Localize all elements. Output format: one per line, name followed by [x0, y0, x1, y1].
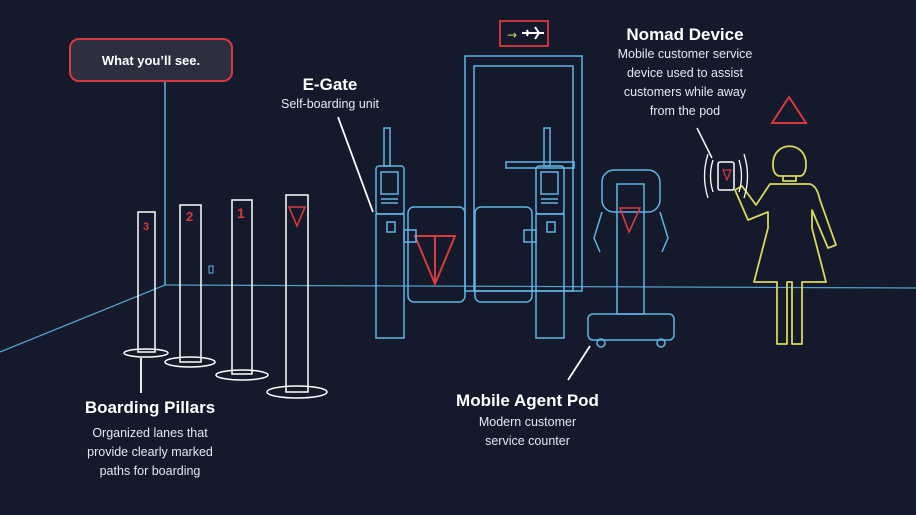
pod-desc-line-2: service counter: [485, 434, 570, 448]
pod-desc-line-1: Modern customer: [478, 415, 577, 429]
nomad-desc-line-1: Mobile customer service: [617, 47, 753, 61]
pillars-title: Boarding Pillars: [84, 398, 216, 417]
pillar-number-2: 2: [186, 209, 193, 224]
pillars-desc-line-3: paths for boarding: [99, 464, 201, 478]
nomad-phone-icon: [703, 153, 749, 199]
egate-desc: Self-boarding unit: [281, 97, 379, 111]
callout-text: What you’ll see.: [101, 52, 201, 68]
egate-right-unit: [523, 127, 565, 339]
egate-pointer-line: [337, 116, 374, 213]
pod-title: Mobile Agent Pod: [456, 391, 599, 410]
nomad-desc-line-4: from the pod: [649, 104, 721, 118]
nomad-title: Nomad Device: [626, 25, 744, 44]
egate-left-unit: [375, 127, 417, 339]
pod-label: Mobile Agent Pod Modern customer service…: [445, 391, 610, 451]
wall-outlet: [208, 265, 214, 274]
door-handrail: [505, 161, 575, 169]
pillars-label: Boarding Pillars Organized lanes that pr…: [70, 398, 230, 481]
nomad-desc-line-2: device used to assist: [626, 66, 744, 80]
pillar-number-1: 1: [237, 205, 245, 221]
nomad-pointer-line: [696, 127, 713, 159]
exit-arrow: →: [507, 28, 517, 42]
egate-label: E-Gate Self-boarding unit: [260, 75, 400, 114]
airplane-icon: [522, 26, 544, 40]
glass-barrier: [407, 206, 533, 303]
pillar-number-3: 3: [143, 221, 149, 233]
pillar-logo-mark: [287, 206, 307, 229]
warning-triangle-icon: [770, 95, 808, 124]
exit-sign: →: [499, 20, 549, 47]
pod-pointer-line: [567, 345, 591, 381]
what-youll-see-callout: What you’ll see.: [69, 38, 233, 82]
egate-title: E-Gate: [302, 75, 358, 94]
pillars-desc-line-1: Organized lanes that: [92, 426, 208, 440]
agent-person-figure: [734, 145, 837, 345]
jet-bridge-door: [464, 55, 583, 292]
nomad-label: Nomad Device Mobile customer service dev…: [600, 25, 770, 121]
mobile-agent-pod: [587, 169, 675, 348]
boarding-pillars: [123, 194, 328, 399]
nomad-desc-line-3: customers while away: [623, 85, 747, 99]
pillars-desc-line-2: provide clearly marked: [87, 445, 213, 459]
pod-logo-mark: [618, 207, 642, 235]
